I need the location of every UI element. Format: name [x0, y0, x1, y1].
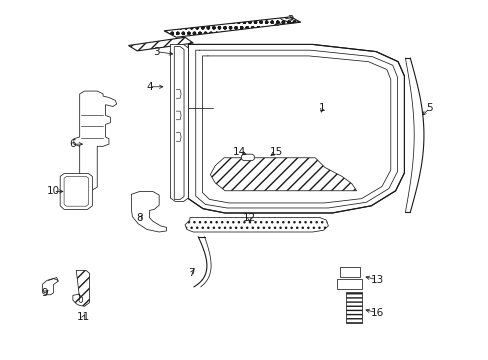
Polygon shape	[174, 46, 183, 199]
Polygon shape	[60, 174, 92, 210]
Polygon shape	[184, 218, 328, 232]
Text: 6: 6	[69, 139, 76, 149]
Polygon shape	[188, 44, 404, 213]
Polygon shape	[74, 91, 117, 190]
Polygon shape	[170, 44, 188, 202]
Text: 4: 4	[146, 82, 152, 92]
Bar	[345, 292, 361, 323]
Text: 3: 3	[153, 46, 160, 57]
Polygon shape	[210, 158, 356, 191]
Text: 7: 7	[188, 268, 195, 278]
Text: 1: 1	[319, 103, 325, 113]
Text: 5: 5	[426, 103, 432, 113]
Text: 12: 12	[242, 213, 256, 223]
Text: 14: 14	[232, 147, 246, 157]
Text: 2: 2	[287, 15, 294, 26]
Text: 8: 8	[136, 213, 142, 223]
Text: 11: 11	[77, 312, 90, 322]
Text: 13: 13	[370, 275, 383, 285]
Polygon shape	[42, 278, 58, 295]
Bar	[339, 267, 359, 277]
Text: 10: 10	[47, 186, 60, 197]
Text: 15: 15	[269, 147, 282, 157]
Polygon shape	[64, 176, 88, 206]
Polygon shape	[73, 270, 89, 306]
Text: 9: 9	[41, 288, 48, 298]
Polygon shape	[128, 37, 193, 51]
Polygon shape	[241, 154, 254, 161]
Polygon shape	[131, 192, 166, 232]
Polygon shape	[163, 17, 300, 37]
Text: 16: 16	[370, 308, 383, 318]
Bar	[336, 279, 361, 289]
